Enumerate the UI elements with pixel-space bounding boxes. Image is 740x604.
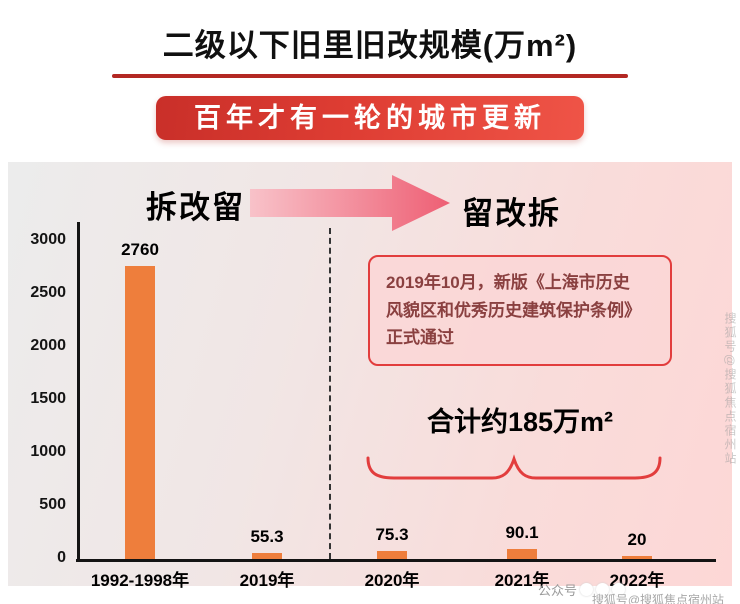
title-underline [112, 74, 628, 78]
x-axis-label: 2020年 [364, 571, 420, 590]
y-axis-tick-label: 1000 [30, 443, 66, 460]
brace-icon [366, 454, 662, 480]
y-axis-tick-label: 3000 [30, 231, 66, 248]
annotation-box: 2019年10月，新版《上海市历史 风貌区和优秀历史建筑保护条例》 正式通过 [368, 255, 672, 366]
dashed-divider-line [329, 228, 331, 559]
bar [125, 266, 155, 559]
x-axis-line [76, 559, 716, 562]
y-axis-tick-label: 500 [39, 496, 66, 513]
watermark-logo-icon [612, 583, 626, 596]
arrow-right-icon [250, 175, 450, 231]
x-axis-label: 2019年 [239, 571, 295, 590]
y-axis-tick-label: 2000 [30, 337, 66, 354]
bar [377, 551, 407, 559]
page-title: 二级以下旧里旧改规模(万m²) [162, 28, 578, 63]
ribbon-banner: 百年才有一轮的城市更新 [156, 96, 584, 140]
watermark-bottom-text: 公众号 [538, 583, 578, 598]
bar-value-label: 20 [627, 530, 647, 549]
bar [252, 553, 282, 559]
bar-value-label: 90.1 [505, 523, 539, 542]
watermark-logo-icon [596, 583, 610, 596]
total-label: 合计约185万m² [426, 407, 614, 437]
x-axis-label: 1992-1998年 [90, 571, 190, 590]
section-label-left: 拆改留 [146, 190, 245, 225]
y-axis-tick-label: 0 [57, 549, 66, 566]
watermark-side-vertical: 搜狐号@搜狐焦点宿州站 [723, 312, 737, 467]
y-axis-tick-label: 2500 [30, 284, 66, 301]
bar [622, 556, 652, 559]
bar-value-label: 55.3 [250, 527, 284, 546]
bar-value-label: 75.3 [375, 525, 409, 544]
bar [507, 549, 537, 559]
x-axis-label: 2021年 [494, 571, 550, 590]
y-axis-tick-label: 1500 [30, 390, 66, 407]
y-axis-line [77, 222, 80, 562]
watermark-logo-icon [580, 583, 594, 596]
watermark-sohu: 搜狐号@搜狐焦点宿州站 [591, 593, 724, 604]
section-label-right: 留改拆 [462, 196, 561, 231]
watermark-bottom: 公众号 [538, 580, 626, 599]
bar-value-label: 2760 [121, 240, 159, 259]
